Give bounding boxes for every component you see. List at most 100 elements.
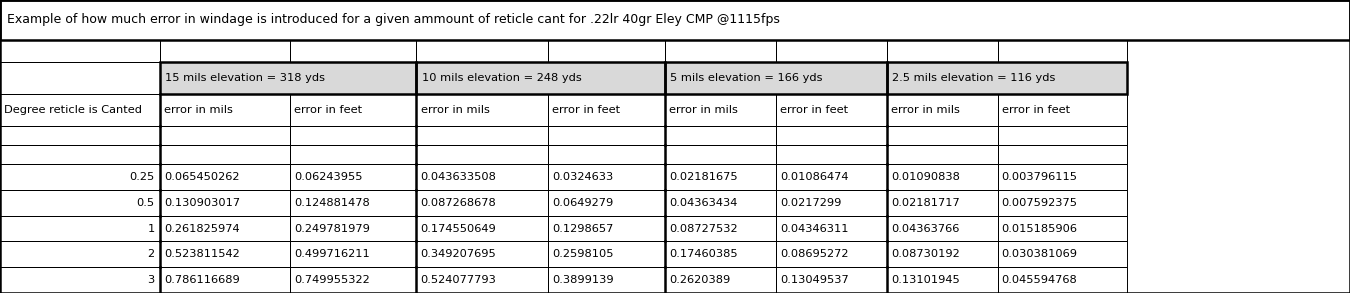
Text: 0.523811542: 0.523811542 <box>165 249 240 259</box>
Bar <box>0 164 159 190</box>
Text: 3: 3 <box>147 275 154 285</box>
Text: 0.2620389: 0.2620389 <box>670 275 730 285</box>
Text: 0.007592375: 0.007592375 <box>1002 198 1077 208</box>
Text: 0.02181717: 0.02181717 <box>891 198 960 208</box>
Text: 5 mils elevation = 166 yds: 5 mils elevation = 166 yds <box>671 73 822 83</box>
Bar <box>416 145 548 164</box>
Text: error in mils: error in mils <box>670 105 738 115</box>
Text: 0.786116689: 0.786116689 <box>165 275 240 285</box>
Bar <box>416 62 664 94</box>
Bar <box>887 241 998 267</box>
Bar <box>416 94 548 126</box>
Bar <box>0 216 159 241</box>
Bar <box>416 190 548 216</box>
Bar <box>666 62 887 94</box>
Bar <box>416 62 664 94</box>
Bar <box>666 126 776 145</box>
Text: error in mils: error in mils <box>891 105 960 115</box>
Bar <box>0 241 159 267</box>
Bar <box>159 126 290 145</box>
Text: 0.01086474: 0.01086474 <box>780 172 849 182</box>
Bar <box>666 190 776 216</box>
Text: 0.08695272: 0.08695272 <box>780 249 849 259</box>
Text: 0.124881478: 0.124881478 <box>294 198 370 208</box>
Text: 2: 2 <box>147 249 154 259</box>
Bar <box>0 126 159 145</box>
Text: 0.015185906: 0.015185906 <box>1002 224 1077 234</box>
Text: 0.0649279: 0.0649279 <box>552 198 613 208</box>
Bar <box>290 40 416 62</box>
Text: 0.749955322: 0.749955322 <box>294 275 370 285</box>
Bar <box>887 267 998 293</box>
Text: error in feet: error in feet <box>780 105 848 115</box>
Bar <box>159 216 290 241</box>
Bar <box>0 190 159 216</box>
Bar <box>159 94 290 126</box>
Bar <box>159 62 416 94</box>
Text: Degree reticle is Canted: Degree reticle is Canted <box>4 105 142 115</box>
Bar <box>666 241 776 267</box>
Bar <box>666 216 776 241</box>
Bar <box>0 145 159 164</box>
Text: 0.174550649: 0.174550649 <box>420 224 497 234</box>
Bar <box>159 267 290 293</box>
Bar <box>998 40 1126 62</box>
Bar <box>998 241 1126 267</box>
Bar <box>887 145 998 164</box>
Bar <box>998 164 1126 190</box>
Text: 0.3899139: 0.3899139 <box>552 275 614 285</box>
Bar <box>159 62 416 94</box>
Text: 0.349207695: 0.349207695 <box>420 249 497 259</box>
Bar <box>776 267 887 293</box>
Text: 0.0217299: 0.0217299 <box>780 198 841 208</box>
Bar <box>666 94 776 126</box>
Bar <box>776 216 887 241</box>
Text: 0.04346311: 0.04346311 <box>780 224 849 234</box>
Bar <box>159 190 290 216</box>
Bar <box>776 126 887 145</box>
Bar <box>290 216 416 241</box>
Bar <box>548 164 664 190</box>
Bar <box>998 94 1126 126</box>
Bar <box>159 164 290 190</box>
Bar <box>887 216 998 241</box>
Text: 1: 1 <box>147 224 154 234</box>
Bar <box>776 164 887 190</box>
Bar <box>887 190 998 216</box>
Bar <box>776 190 887 216</box>
Bar <box>887 126 998 145</box>
Bar <box>290 145 416 164</box>
Text: 0.065450262: 0.065450262 <box>165 172 239 182</box>
Bar <box>159 145 290 164</box>
Bar <box>887 62 1126 94</box>
Bar <box>290 241 416 267</box>
Text: 0.087268678: 0.087268678 <box>420 198 497 208</box>
Text: 0.030381069: 0.030381069 <box>1002 249 1077 259</box>
Text: 0.17460385: 0.17460385 <box>670 249 737 259</box>
Bar <box>0 267 159 293</box>
Text: 10 mils elevation = 248 yds: 10 mils elevation = 248 yds <box>421 73 582 83</box>
Bar <box>666 267 776 293</box>
Bar <box>998 190 1126 216</box>
Text: error in feet: error in feet <box>552 105 620 115</box>
Bar <box>548 216 664 241</box>
Text: error in feet: error in feet <box>294 105 362 115</box>
Bar <box>159 40 290 62</box>
Bar <box>416 164 548 190</box>
Text: 0.2598105: 0.2598105 <box>552 249 614 259</box>
Bar <box>416 216 548 241</box>
Text: 0.130903017: 0.130903017 <box>165 198 240 208</box>
Bar <box>998 267 1126 293</box>
Bar <box>887 40 998 62</box>
Bar <box>548 241 664 267</box>
Bar <box>548 94 664 126</box>
Bar <box>887 62 1126 94</box>
Bar <box>776 40 887 62</box>
Text: 0.043633508: 0.043633508 <box>420 172 497 182</box>
Bar <box>0 0 1350 40</box>
Text: 0.06243955: 0.06243955 <box>294 172 363 182</box>
Text: Example of how much error in windage is introduced for a given ammount of reticl: Example of how much error in windage is … <box>7 13 780 26</box>
Text: 0.13049537: 0.13049537 <box>780 275 849 285</box>
Text: 0.0324633: 0.0324633 <box>552 172 613 182</box>
Text: 0.5: 0.5 <box>136 198 154 208</box>
